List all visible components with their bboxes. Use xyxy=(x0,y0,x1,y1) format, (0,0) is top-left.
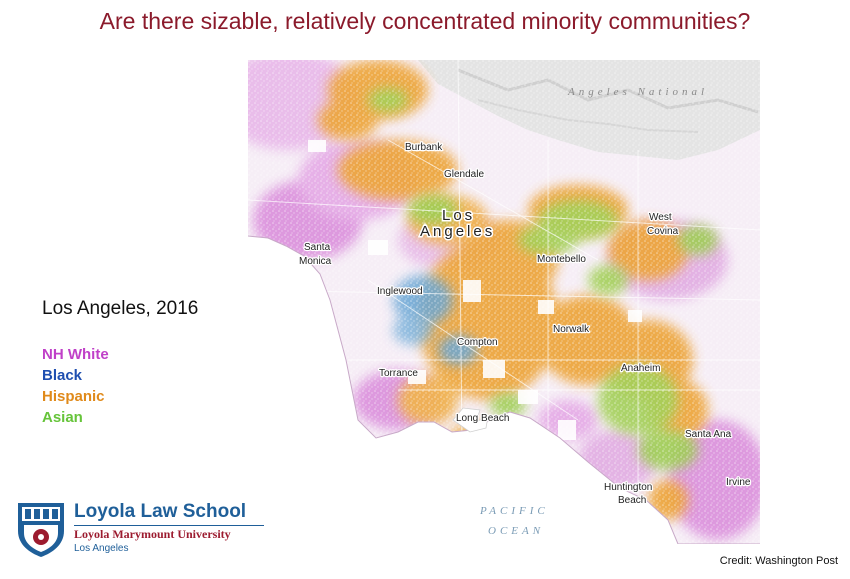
place-burbank: Burbank xyxy=(405,142,443,153)
loyola-logo: Loyola Law School Loyola Marymount Unive… xyxy=(16,501,266,561)
legend-item-asian: Asian xyxy=(42,409,83,426)
legend-item-hispanic: Hispanic xyxy=(42,388,105,405)
place-montebello: Montebello xyxy=(537,254,586,265)
place-torrance: Torrance xyxy=(379,368,418,379)
legend-item-black: Black xyxy=(42,367,83,384)
place-beach: Beach xyxy=(618,495,646,506)
ocean-label-pacific: PACIFIC xyxy=(479,505,549,517)
legend: NH White Black Hispanic Asian xyxy=(42,344,109,428)
dot-density-map: Angeles National Burbank Glendale Los An… xyxy=(248,60,760,544)
place-glendale: Glendale xyxy=(444,169,484,180)
harbor xyxy=(452,407,489,433)
logo-city: Los Angeles xyxy=(74,543,129,554)
forest-label: Angeles National xyxy=(567,86,708,98)
place-huntington: Huntington xyxy=(604,482,652,493)
ocean-label-ocean: OCEAN xyxy=(488,525,544,537)
land-area xyxy=(248,60,760,544)
legend-item-nh-white: NH White xyxy=(42,346,109,363)
place-covina: Covina xyxy=(647,226,679,237)
place-monica: Monica xyxy=(299,256,332,267)
place-santa-ana: Santa Ana xyxy=(685,429,732,440)
coastline xyxy=(248,235,760,544)
place-inglewood: Inglewood xyxy=(377,286,423,297)
place-norwalk: Norwalk xyxy=(553,324,590,335)
logo-university: Loyola Marymount University xyxy=(74,527,231,541)
credit-text: Credit: Washington Post xyxy=(719,555,838,567)
map-subtitle: Los Angeles, 2016 xyxy=(42,298,199,319)
place-long-beach: Long Beach xyxy=(456,413,509,424)
shield-icon xyxy=(18,503,64,557)
place-irvine: Irvine xyxy=(726,477,751,488)
place-west: West xyxy=(649,212,672,223)
place-los: Los xyxy=(442,207,475,224)
logo-divider xyxy=(74,525,264,526)
place-anaheim: Anaheim xyxy=(621,363,660,374)
place-santa: Santa xyxy=(304,242,331,253)
slide-title: Are there sizable, relatively concentrat… xyxy=(99,8,751,34)
place-compton: Compton xyxy=(457,337,498,348)
place-angeles: Angeles xyxy=(420,223,495,240)
logo-school-name: Loyola Law School xyxy=(74,501,247,522)
